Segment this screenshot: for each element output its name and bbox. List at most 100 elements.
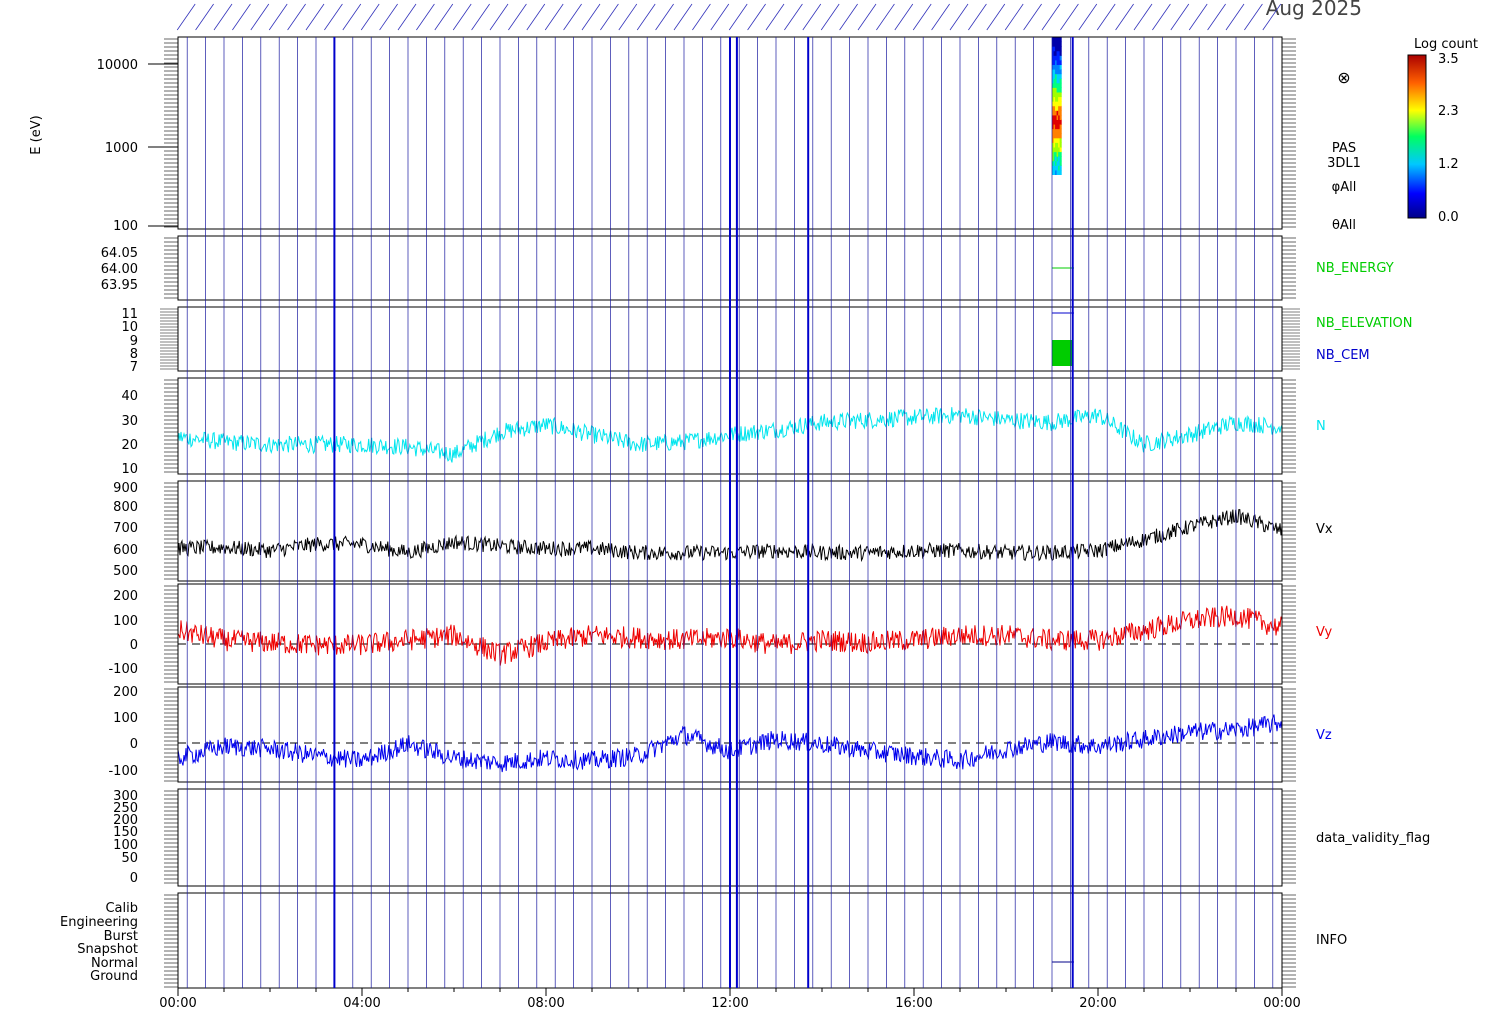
spectrogram-cell bbox=[1056, 69, 1059, 75]
crown-mark bbox=[618, 3, 638, 31]
crown-mark bbox=[1078, 3, 1098, 31]
crown-mark bbox=[692, 3, 711, 31]
panel-frames bbox=[148, 36, 1300, 996]
spectrogram-cell bbox=[1052, 165, 1055, 171]
y-tick-label: 10 bbox=[121, 320, 138, 335]
date-label: Aug 2025 bbox=[1266, 0, 1362, 20]
spectrogram-cell bbox=[1059, 64, 1062, 70]
spectrogram-cell bbox=[1058, 78, 1061, 84]
spectrogram-cell bbox=[1058, 142, 1061, 148]
spectrogram-cell bbox=[1055, 37, 1058, 43]
crown-mark bbox=[1225, 3, 1245, 31]
y-tick-label: 64.05 bbox=[101, 246, 138, 261]
spectrogram-cell bbox=[1058, 46, 1061, 52]
nb-energy-panel: 64.05 64.00 63.95 NB_ENERGY bbox=[101, 246, 1394, 293]
x-tick-label: 00:00 bbox=[159, 996, 196, 1011]
spectrogram-cell bbox=[1058, 50, 1061, 56]
y-tick-label: 1000 bbox=[105, 141, 138, 156]
spectrogram-cell bbox=[1053, 146, 1056, 153]
spectrogram-cell bbox=[1052, 82, 1055, 88]
panel-label: PAS bbox=[1332, 141, 1356, 156]
spectrogram-cell bbox=[1058, 87, 1061, 93]
y-tick-label: 500 bbox=[113, 564, 138, 579]
spectrogram-cell bbox=[1059, 124, 1062, 130]
spectrogram-cell bbox=[1059, 59, 1062, 65]
spectrogram-panel: E (eV) 100 1000 10000 ⊗ PAS 3DL1 φAll θA… bbox=[29, 37, 1361, 234]
spectrogram-cell bbox=[1055, 55, 1058, 61]
spectrogram-cell bbox=[1058, 114, 1061, 120]
y-tick-label: 63.95 bbox=[101, 278, 138, 293]
spectrogram-cell bbox=[1056, 160, 1059, 166]
spectrogram-cell bbox=[1056, 169, 1059, 175]
panel-label: ⊗ bbox=[1337, 68, 1350, 87]
y-tick-label: 700 bbox=[113, 521, 138, 536]
y-tick-label: 600 bbox=[113, 543, 138, 558]
crown-mark bbox=[1262, 3, 1282, 31]
spectrogram-cell bbox=[1058, 64, 1061, 70]
spectrogram-cell bbox=[1052, 55, 1055, 61]
spectrogram-cell bbox=[1055, 96, 1058, 102]
spectrogram-cell bbox=[1052, 73, 1055, 79]
crown-mark bbox=[912, 3, 932, 31]
crown-mark bbox=[673, 3, 693, 31]
spectrogram-cell bbox=[1059, 137, 1062, 143]
spectrogram-cell bbox=[1059, 101, 1062, 107]
y-axis-label: E (eV) bbox=[29, 115, 44, 154]
spectrogram-cell bbox=[1055, 133, 1058, 139]
spectrogram-cell bbox=[1055, 105, 1058, 111]
crown-mark bbox=[1004, 3, 1024, 31]
spectrogram-cell bbox=[1056, 64, 1059, 70]
spectrogram-cell bbox=[1055, 91, 1058, 98]
spectrogram-cell bbox=[1058, 165, 1061, 171]
spectrogram-cell bbox=[1059, 69, 1062, 75]
spectrogram-cell bbox=[1059, 82, 1062, 88]
spectrogram-cell bbox=[1053, 96, 1056, 102]
spectrogram-cell bbox=[1055, 46, 1058, 52]
colorbar-tick: 1.2 bbox=[1438, 157, 1459, 172]
spectrogram-cell bbox=[1053, 151, 1056, 157]
spectrogram-cell bbox=[1059, 87, 1062, 93]
crown-mark bbox=[397, 3, 417, 31]
crown-mark bbox=[416, 3, 435, 31]
spectrogram-cell bbox=[1056, 110, 1059, 116]
spectrogram-cell bbox=[1053, 142, 1056, 148]
crown-mark bbox=[1060, 3, 1079, 31]
spectrogram-cell bbox=[1056, 82, 1059, 88]
spectrogram-cell bbox=[1055, 165, 1058, 171]
spectrogram-cell bbox=[1058, 119, 1061, 125]
spectrogram-cell bbox=[1059, 46, 1062, 52]
crown-mark bbox=[287, 3, 306, 31]
spectrogram-cell bbox=[1056, 142, 1059, 148]
spectrogram-cell bbox=[1056, 59, 1059, 65]
spectrogram-cell bbox=[1055, 119, 1058, 125]
crown-mark bbox=[1244, 3, 1263, 31]
crown-mark bbox=[232, 3, 251, 31]
x-tick-label: 20:00 bbox=[1079, 996, 1116, 1011]
series-label: NB_ELEVATION bbox=[1316, 316, 1413, 331]
spectrogram-cell bbox=[1058, 133, 1061, 139]
spectrogram-cell bbox=[1052, 156, 1055, 162]
spectrogram-cell bbox=[1053, 137, 1056, 143]
spectrogram-cell bbox=[1055, 69, 1058, 75]
crown-mark bbox=[765, 3, 785, 31]
spectrogram-cell bbox=[1053, 55, 1056, 61]
spectrogram-cell bbox=[1053, 124, 1056, 130]
spectrogram-cell bbox=[1053, 110, 1056, 116]
spectrogram-cell bbox=[1053, 169, 1056, 175]
x-axis: 00:00 04:00 08:00 12:00 16:00 20:00 00:0… bbox=[159, 996, 1300, 1011]
spectrogram-cell bbox=[1053, 69, 1056, 75]
crown-mark bbox=[195, 3, 214, 31]
crown-mark bbox=[324, 3, 343, 31]
spectrogram-cell bbox=[1052, 105, 1055, 111]
panel-label: φAll bbox=[1332, 180, 1357, 195]
crown-mark bbox=[949, 3, 969, 31]
spectrogram-cell bbox=[1055, 156, 1058, 162]
y-tick-label: 10 bbox=[121, 462, 138, 477]
crown-mark bbox=[1152, 3, 1171, 31]
crown-mark bbox=[379, 3, 398, 31]
crown-mark bbox=[176, 3, 196, 31]
spectrogram-cell bbox=[1053, 165, 1056, 171]
crown-mark bbox=[784, 3, 803, 31]
crown-mark bbox=[986, 3, 1006, 31]
